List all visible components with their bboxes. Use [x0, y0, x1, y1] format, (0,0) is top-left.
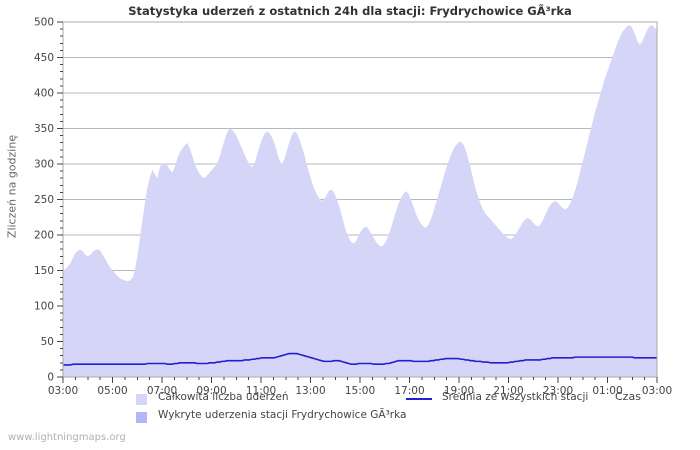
svg-text:11:00: 11:00 [246, 385, 276, 397]
svg-text:450: 450 [34, 52, 54, 64]
svg-text:200: 200 [34, 230, 54, 242]
svg-text:50: 50 [41, 336, 54, 348]
svg-text:15:00: 15:00 [345, 385, 375, 397]
legend-label-total: Całkowita liczba uderzeń [158, 391, 289, 403]
svg-text:150: 150 [34, 265, 54, 277]
svg-text:300: 300 [34, 159, 54, 171]
svg-text:400: 400 [34, 88, 54, 100]
svg-text:01:00: 01:00 [592, 385, 622, 397]
svg-text:05:00: 05:00 [97, 385, 127, 397]
svg-text:03:00: 03:00 [48, 385, 78, 397]
svg-text:17:00: 17:00 [394, 385, 424, 397]
legend-label-station: Wykryte uderzenia stacji Frydrychowice G… [158, 409, 407, 421]
y-axis-ticks: 0 50 100 150 200 250 300 350 400 450 500 [34, 17, 63, 384]
svg-text:350: 350 [34, 123, 54, 135]
watermark: www.lightningmaps.org [8, 432, 126, 443]
legend-swatch-total [136, 394, 147, 405]
svg-text:500: 500 [34, 17, 54, 29]
svg-text:03:00: 03:00 [642, 385, 672, 397]
svg-text:250: 250 [34, 194, 54, 206]
svg-text:09:00: 09:00 [196, 385, 226, 397]
svg-text:23:00: 23:00 [543, 385, 573, 397]
svg-text:100: 100 [34, 301, 54, 313]
legend-line-average [406, 398, 432, 400]
average-line-layer [63, 352, 657, 366]
legend-label-average: Średnia ze wszystkich stacji [442, 391, 589, 403]
chart-title: Statystyka uderzeń z ostatnich 24h dla s… [128, 4, 572, 18]
svg-text:21:00: 21:00 [493, 385, 523, 397]
x-axis-ticks: 03:00 05:00 07:00 09:00 11:00 13:00 15:00 17:00… [48, 377, 672, 397]
svg-text:07:00: 07:00 [147, 385, 177, 397]
svg-text:13:00: 13:00 [295, 385, 325, 397]
svg-text:19:00: 19:00 [444, 385, 474, 397]
svg-text:0: 0 [47, 372, 54, 384]
legend-swatch-station [136, 412, 147, 423]
area-series-layer [63, 24, 657, 378]
x-axis-label: Czas [615, 390, 641, 403]
chart-legend: Całkowita liczba uderzeń Wykryte uderzen… [0, 389, 700, 429]
